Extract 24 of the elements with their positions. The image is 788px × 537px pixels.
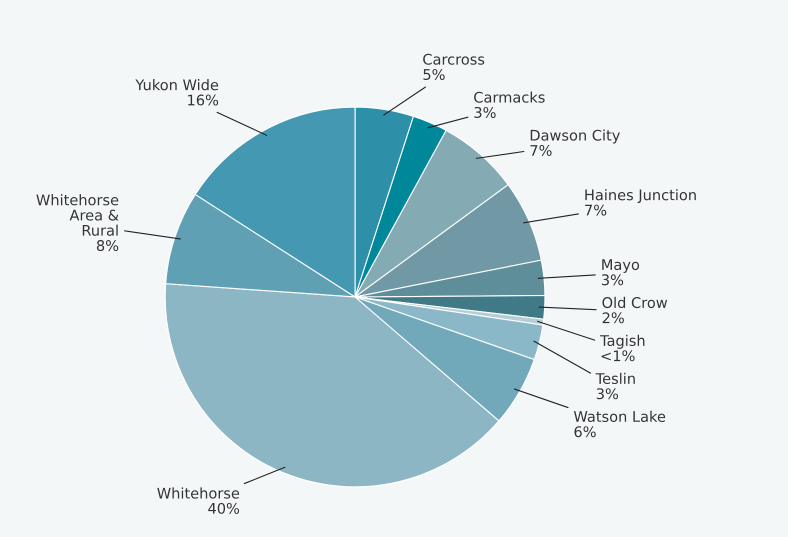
data-label: <1% xyxy=(602,350,635,362)
data-label: 6% xyxy=(574,426,596,438)
slice-label: Whitehorse xyxy=(157,487,240,499)
slice-label: Carcross xyxy=(423,54,484,65)
slice-label: Haines Junction xyxy=(585,189,696,204)
data-label: 8% xyxy=(96,240,118,252)
data-label: 40% xyxy=(208,502,240,514)
data-label: 5% xyxy=(423,68,445,80)
data-label: 3% xyxy=(596,388,618,400)
data-label: 16% xyxy=(188,94,218,106)
slice-label: Carmacks xyxy=(474,91,545,103)
data-label: 2% xyxy=(602,312,624,324)
slice-label: Tagish xyxy=(600,334,644,349)
slice-label: Old Crow xyxy=(602,296,668,308)
slice-label: Whitehorse Area & Rural xyxy=(36,194,119,236)
data-label: 7% xyxy=(585,204,606,216)
slice-label: Yukon Wide xyxy=(135,79,218,90)
data-label: 3% xyxy=(602,274,624,286)
data-label: 3% xyxy=(474,106,496,118)
data-label: 7% xyxy=(530,144,552,156)
slice-label: Teslin xyxy=(596,372,635,384)
slice-label: Mayo xyxy=(602,259,640,273)
slice-label: Watson Lake xyxy=(574,410,666,422)
slice-label: Dawson City xyxy=(530,129,620,144)
